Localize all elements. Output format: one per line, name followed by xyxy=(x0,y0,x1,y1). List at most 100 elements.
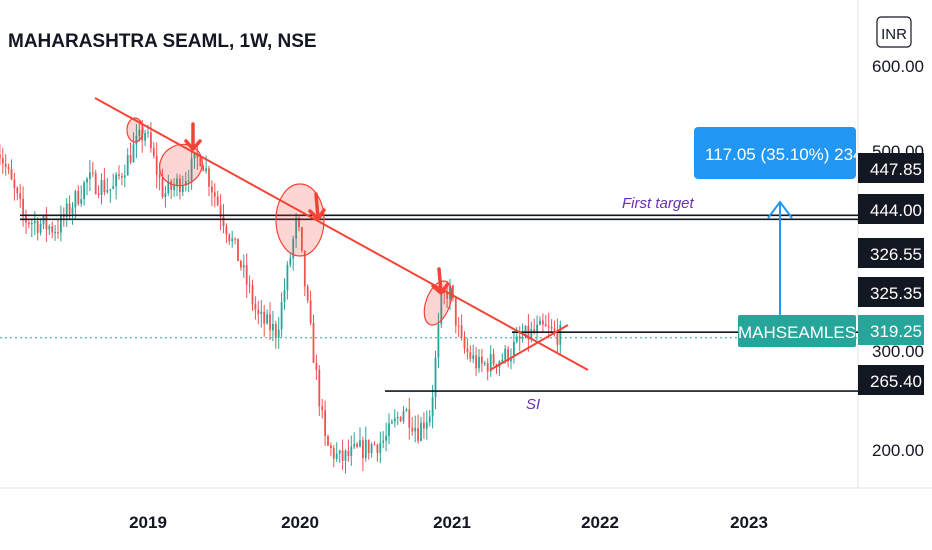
candle-body xyxy=(173,185,175,190)
candle-body xyxy=(524,325,527,337)
candle-body xyxy=(54,232,56,234)
candle-body xyxy=(121,175,123,178)
time-axis: 2019 2020 2021 2022 2023 xyxy=(129,513,768,532)
candle-body xyxy=(359,440,361,447)
candle-body xyxy=(80,199,83,204)
price-tag-text: 447.85 xyxy=(870,160,922,179)
year-tick-label: 2022 xyxy=(581,513,619,532)
currency-button[interactable]: INR xyxy=(876,16,912,48)
candle-body xyxy=(222,216,225,227)
candle-body xyxy=(16,187,19,194)
candle-body xyxy=(542,320,544,325)
candle-body xyxy=(28,222,30,225)
candle-body xyxy=(530,329,533,340)
candle-body xyxy=(83,182,85,200)
candle-body xyxy=(289,258,292,265)
highlight-ellipse[interactable] xyxy=(419,277,457,328)
target-arrow-icon[interactable] xyxy=(767,200,793,316)
candles-layer xyxy=(0,119,562,474)
price-tag: 326.55 xyxy=(858,238,924,268)
year-tick-label: 2019 xyxy=(129,513,167,532)
candle-body xyxy=(138,129,141,136)
candle-body xyxy=(295,217,297,239)
candle-body xyxy=(100,180,103,195)
candle-body xyxy=(193,153,196,159)
price-tag: 447.85 xyxy=(858,153,924,183)
candle-body xyxy=(312,323,315,363)
breakout-support-line[interactable] xyxy=(489,324,569,371)
candle-body xyxy=(533,329,536,333)
candle-body xyxy=(492,354,495,365)
candle-body xyxy=(402,411,405,422)
highlight-ellipse[interactable] xyxy=(275,183,325,257)
candle-body xyxy=(115,174,117,187)
candle-body xyxy=(379,442,382,454)
candle-body xyxy=(376,444,379,454)
highlight-ellipse[interactable] xyxy=(152,136,211,194)
candle-body xyxy=(446,292,448,299)
candle-body xyxy=(51,226,54,233)
candle-body xyxy=(263,311,266,324)
down-arrow-icon[interactable] xyxy=(308,192,326,221)
candle-body xyxy=(129,155,132,163)
candle-body xyxy=(437,324,440,358)
year-tick-label: 2023 xyxy=(730,513,768,532)
candle-body xyxy=(91,172,94,174)
price-tag-text: 444.00 xyxy=(870,201,922,220)
chart-title: MAHARASHTRA SEAML, 1W, NSE xyxy=(8,31,317,52)
candle-body xyxy=(364,439,367,459)
candle-body xyxy=(25,214,27,223)
candle-body xyxy=(45,216,48,230)
candle-body xyxy=(550,326,553,329)
candle-body xyxy=(463,337,466,349)
target-info-box[interactable]: 117.05 (35.10%) 2341 xyxy=(694,127,872,179)
candle-body xyxy=(68,203,71,214)
candle-body xyxy=(388,423,390,436)
candle-body xyxy=(39,224,42,233)
down-arrow-icon[interactable] xyxy=(184,122,202,151)
candle-body xyxy=(301,227,303,251)
candle-body xyxy=(353,444,356,447)
candle-body xyxy=(248,284,251,286)
candle-body xyxy=(559,324,562,345)
candle-body xyxy=(373,444,376,446)
candle-body xyxy=(199,157,202,166)
candle-body xyxy=(504,348,507,360)
candle-body xyxy=(1,158,4,164)
candle-body xyxy=(190,158,193,181)
candle-body xyxy=(257,309,260,315)
highlight-ellipse[interactable] xyxy=(126,117,144,143)
candle-body xyxy=(187,180,190,182)
candle-body xyxy=(405,409,408,411)
candle-body xyxy=(48,226,51,230)
price-tag: 265.40 xyxy=(858,365,924,395)
candle-body xyxy=(452,285,454,299)
candle-body xyxy=(254,304,257,310)
price-tick-label: 600.00 xyxy=(872,57,924,76)
candle-body xyxy=(269,314,271,331)
candle-body xyxy=(385,435,387,441)
candle-body xyxy=(341,450,344,461)
candle-body xyxy=(521,336,524,339)
candle-body xyxy=(298,217,300,228)
symbol-tag[interactable]: MAHSEAMLES xyxy=(738,315,856,347)
candle-body xyxy=(547,326,550,328)
candle-body xyxy=(36,221,39,233)
candle-body xyxy=(147,132,149,134)
candle-body xyxy=(86,178,88,183)
candle-body xyxy=(231,238,234,242)
candle-body xyxy=(77,191,80,204)
candle-body xyxy=(414,428,417,432)
candle-body xyxy=(89,172,91,179)
candle-body xyxy=(367,439,370,454)
candle-body xyxy=(280,302,283,330)
down-arrow-icon[interactable] xyxy=(431,267,449,295)
candle-body xyxy=(10,169,13,180)
candle-body xyxy=(417,428,419,441)
candle-body xyxy=(240,261,242,268)
downtrend-line[interactable] xyxy=(94,97,589,371)
candle-body xyxy=(234,238,236,240)
candle-body xyxy=(556,330,559,345)
candle-body xyxy=(501,359,504,362)
